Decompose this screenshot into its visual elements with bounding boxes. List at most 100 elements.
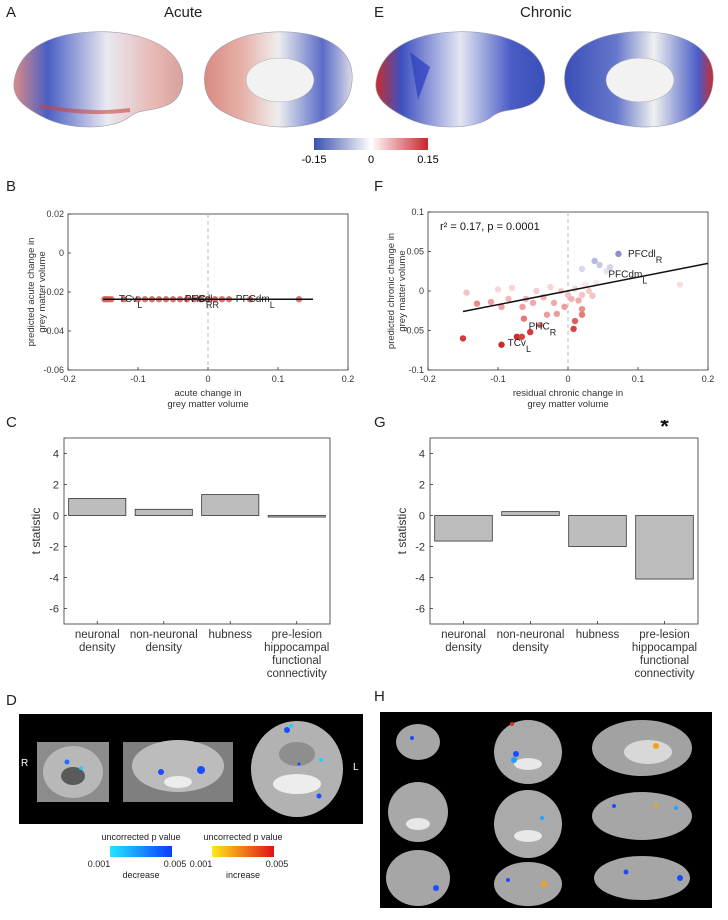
point-annotation: PFCdmL bbox=[236, 294, 275, 310]
bar bbox=[201, 494, 260, 516]
category-label: neuronal density bbox=[441, 629, 486, 654]
y-tick-label: -0.04 bbox=[43, 326, 64, 336]
y-tick-label: 0 bbox=[419, 286, 424, 296]
x-axis-label: residual chronic change in grey matter vo… bbox=[513, 388, 623, 410]
significance-marker: * bbox=[660, 420, 669, 439]
y-tick-label: -6 bbox=[415, 604, 425, 616]
data-point bbox=[527, 328, 534, 336]
y-tick-label: -6 bbox=[49, 604, 59, 616]
mri-slices-h bbox=[386, 720, 692, 906]
legend-decrease-low: 0.001 bbox=[87, 859, 111, 869]
panel-letter-e: E bbox=[374, 4, 385, 21]
x-axis-label: acute change in grey matter volume bbox=[167, 388, 248, 410]
data-point bbox=[505, 295, 512, 303]
legend-decrease-gradient bbox=[110, 846, 172, 857]
legend-decrease-caption: decrease bbox=[122, 870, 160, 880]
x-tick-label: -0.2 bbox=[60, 374, 76, 384]
brain-surface-renderings bbox=[13, 31, 714, 128]
bar bbox=[568, 515, 627, 547]
bar bbox=[267, 515, 326, 518]
colorbar-max-label: 0.15 bbox=[417, 154, 438, 166]
data-point bbox=[585, 287, 593, 295]
legend-increase-gradient bbox=[212, 846, 274, 857]
chart-c-acute-bars: 4 2 0 -2 -4 -6 neuronal density non-neuronal dens… bbox=[29, 437, 331, 680]
data-point bbox=[519, 303, 526, 310]
panel-letter-h: H bbox=[374, 688, 385, 705]
data-point bbox=[615, 250, 622, 258]
data-point bbox=[591, 257, 598, 265]
data-point bbox=[578, 265, 586, 273]
y-axis-label: t statistic bbox=[29, 508, 43, 555]
fit-line bbox=[462, 262, 709, 313]
panel-letter-f: F bbox=[374, 178, 384, 195]
panel-letter-d: D bbox=[6, 692, 17, 709]
point-annotation: PFCdmL bbox=[608, 269, 647, 285]
legend-increase-title: uncorrected p value bbox=[203, 832, 283, 842]
data-point bbox=[575, 297, 582, 304]
data-point bbox=[582, 281, 589, 288]
y-tick-label: 2 bbox=[53, 480, 59, 492]
surface-colorbar: -0.15 0 0.15 bbox=[301, 138, 439, 166]
mri-d-left-label: L bbox=[353, 762, 359, 773]
data-point bbox=[494, 286, 502, 293]
y-tick-label: -0.06 bbox=[43, 365, 64, 375]
point-annotation: PHCR bbox=[185, 294, 213, 310]
panel-title-acute: Acute bbox=[164, 4, 203, 21]
y-tick-label: -0.05 bbox=[403, 326, 424, 336]
x-tick-label: 0 bbox=[565, 374, 570, 384]
panel-letter-g: G bbox=[374, 414, 386, 431]
category-label: hubness bbox=[209, 629, 253, 641]
data-point bbox=[578, 311, 586, 318]
data-point bbox=[676, 281, 684, 288]
y-tick-label: 0 bbox=[53, 511, 59, 523]
point-annotation: TCvL bbox=[508, 338, 531, 354]
data-point bbox=[498, 341, 505, 348]
point-annotation: TCvL bbox=[119, 294, 142, 310]
y-tick-label: -0.1 bbox=[408, 365, 424, 375]
panel-title-chronic: Chronic bbox=[520, 4, 572, 21]
brain-chronic-lateral bbox=[375, 31, 546, 128]
x-tick-label: -0.1 bbox=[130, 374, 146, 384]
data-point bbox=[596, 261, 603, 269]
mri-panel-d: R L bbox=[19, 714, 363, 824]
x-tick-label: 0 bbox=[205, 374, 210, 384]
legend-decrease-high: 0.005 bbox=[163, 859, 187, 869]
chart-g-chronic-bars: 4 2 0 -2 -4 -6 neuronal density non-neuronal dens… bbox=[395, 420, 699, 680]
data-point bbox=[459, 335, 467, 342]
y-tick-label: -2 bbox=[415, 542, 425, 554]
data-point bbox=[513, 333, 521, 341]
y-tick-label: 0 bbox=[59, 248, 64, 258]
bar bbox=[635, 515, 694, 580]
plot-frame bbox=[63, 437, 331, 625]
category-label: hubness bbox=[576, 629, 620, 641]
point-annotation: PFCdlR bbox=[185, 294, 220, 310]
data-point bbox=[547, 283, 554, 291]
data-point bbox=[520, 315, 528, 322]
data-point bbox=[578, 291, 586, 299]
data-point bbox=[529, 299, 537, 307]
data-point bbox=[487, 298, 495, 306]
data-point bbox=[543, 311, 551, 318]
y-tick-label: 4 bbox=[419, 449, 425, 461]
panel-letter-b: B bbox=[6, 178, 17, 195]
y-tick-label: -4 bbox=[415, 573, 425, 585]
data-point bbox=[561, 303, 568, 310]
point-annotation: PHCR bbox=[529, 322, 557, 338]
data-point bbox=[550, 299, 558, 307]
y-tick-label: 0.02 bbox=[46, 209, 64, 219]
x-tick-label: 0.1 bbox=[272, 374, 285, 384]
data-point bbox=[536, 321, 544, 329]
chart-f-chronic-scatter: -0.2 -0.1 0 0.1 0.20.10.050-0.05-0.1PFCdlRPF… bbox=[386, 207, 715, 410]
y-tick-label: -4 bbox=[49, 573, 59, 585]
y-tick-label: 0.1 bbox=[411, 207, 424, 217]
category-label: non-neuronal density bbox=[497, 629, 565, 654]
category-label: neuronal density bbox=[75, 629, 120, 654]
mri-slices-d bbox=[37, 721, 343, 817]
mri-panel-h bbox=[380, 712, 712, 908]
y-tick-label: -0.02 bbox=[43, 287, 64, 297]
data-point bbox=[498, 303, 505, 310]
x-tick-label: 0.2 bbox=[702, 374, 715, 384]
x-tick-label: -0.1 bbox=[490, 374, 506, 384]
data-point bbox=[508, 284, 516, 292]
y-tick-label: 4 bbox=[53, 449, 59, 461]
